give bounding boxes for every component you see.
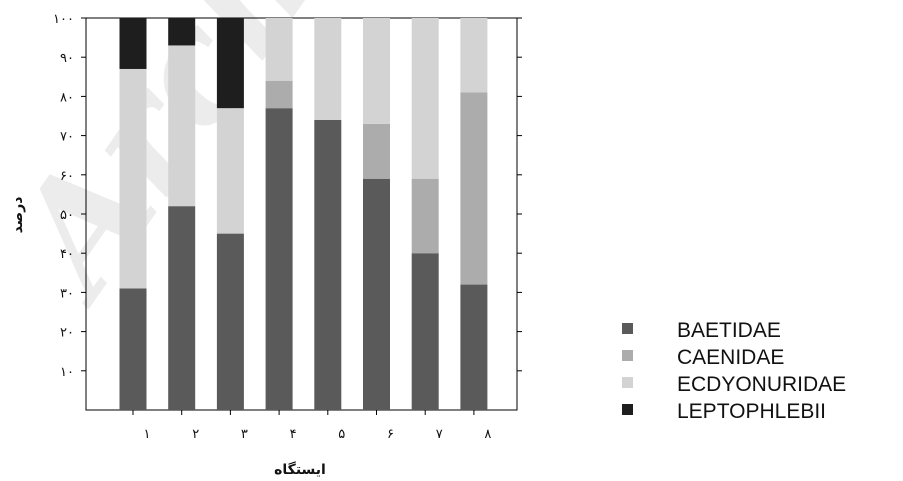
bar-segment-caenidae bbox=[363, 123, 390, 179]
bar-segment-caenidae bbox=[411, 178, 439, 254]
legend-label-caenidae: CAENIDAE bbox=[677, 346, 784, 369]
bar-segment-ecdyonuridae bbox=[119, 68, 147, 289]
bar-segment-ecdyonuridae bbox=[216, 108, 244, 234]
legend-swatch-ecdyonuridae bbox=[622, 377, 633, 388]
legend-label-baetidae: BAETIDAE bbox=[677, 319, 781, 342]
bar-segment-leptophlebii bbox=[168, 18, 196, 46]
x-axis-title: ایستگاه bbox=[274, 461, 326, 478]
bar-segment-caenidae bbox=[460, 92, 488, 285]
x-tick-label: ۸ bbox=[484, 427, 491, 442]
bar-segment-leptophlebii bbox=[119, 18, 147, 69]
y-tick-label: ۷۰ bbox=[60, 130, 74, 145]
bar-segment-leptophlebii bbox=[216, 18, 244, 109]
x-tick-label: ۲ bbox=[192, 427, 199, 442]
y-tick-label: ۶۰ bbox=[60, 169, 74, 184]
y-tick-label: ۹۰ bbox=[60, 51, 74, 66]
x-tick-label: ۶ bbox=[387, 427, 394, 442]
bar-segment-baetidae bbox=[119, 288, 147, 410]
bar-segment-baetidae bbox=[363, 178, 390, 410]
y-tick-label: ۱۰ bbox=[60, 365, 74, 380]
bar-segment-baetidae bbox=[216, 233, 244, 410]
bar-segment-caenidae bbox=[265, 80, 293, 109]
legend-swatch-baetidae bbox=[622, 323, 633, 334]
y-tick-label: ۲۰ bbox=[60, 326, 74, 341]
bar-segment-ecdyonuridae bbox=[460, 18, 488, 93]
x-tick-label: ۵ bbox=[338, 427, 345, 442]
legend: BAETIDAE CAENIDAE ECDYONURIDAE LEPTOPHLEBII bbox=[622, 319, 846, 423]
bar-segment-baetidae bbox=[168, 206, 196, 410]
plot-area: ۱۰ ۲۰ ۳۰ ۴۰ ۵۰ ۶۰ ۷۰ ۸۰ ۹۰ ۱۰۰ ۱ ۲ ۳ ۴ ۵ ۶ ۷ ۸ bbox=[53, 12, 522, 442]
legend-swatch-caenidae bbox=[622, 350, 633, 361]
x-tick-label: ۳ bbox=[241, 427, 248, 442]
y-tick-label: ۳۰ bbox=[60, 286, 74, 301]
bar-segment-ecdyonuridae bbox=[168, 45, 196, 207]
x-tick-label: ۴ bbox=[290, 427, 297, 442]
legend-swatch-leptophlebii bbox=[622, 404, 633, 415]
y-tick-label: ۴۰ bbox=[60, 247, 74, 262]
legend-label-leptophlebii: LEPTOPHLEBII bbox=[677, 400, 826, 423]
bar-segment-baetidae bbox=[265, 108, 293, 410]
y-tick-label: ۵۰ bbox=[60, 208, 74, 223]
bar-segment-ecdyonuridae bbox=[265, 18, 293, 81]
bar-segment-ecdyonuridae bbox=[363, 18, 390, 124]
bar-segment-baetidae bbox=[460, 284, 488, 410]
x-tick-label: ۱ bbox=[144, 427, 151, 442]
y-tick-label: ۸۰ bbox=[60, 90, 74, 105]
bar-segment-ecdyonuridae bbox=[411, 18, 439, 179]
legend-label-ecdyonuridae: ECDYONURIDAE bbox=[677, 373, 846, 396]
y-axis-title: درصد bbox=[10, 197, 26, 234]
bar-segment-baetidae bbox=[411, 253, 439, 410]
bar-segment-baetidae bbox=[314, 119, 342, 411]
bar-segment-ecdyonuridae bbox=[314, 18, 342, 120]
x-tick-label: ۷ bbox=[436, 427, 443, 442]
y-tick-label: ۱۰۰ bbox=[53, 12, 74, 27]
